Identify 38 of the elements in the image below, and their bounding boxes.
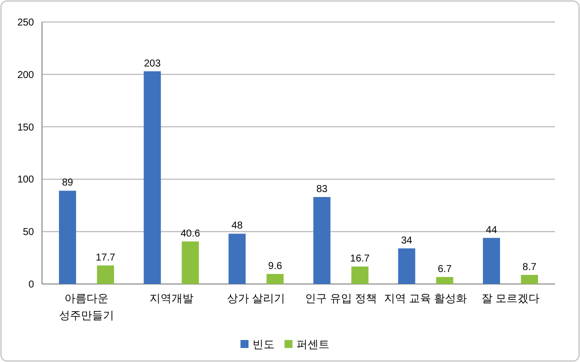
x-tick-label: 인구 유입 정책: [304, 293, 377, 305]
legend-label: 퍼센트: [296, 339, 330, 351]
y-tick-label: 150: [17, 122, 34, 134]
x-tick-label: 지역 교육 활성화: [384, 293, 468, 305]
x-tick-label: 잘 모르겠다: [481, 293, 540, 305]
data-label: 34: [401, 235, 413, 246]
data-label: 44: [486, 224, 498, 236]
bar: [482, 238, 500, 284]
x-tick-label: 아름다운 성주만들기: [59, 293, 114, 322]
y-tick-label: 200: [17, 70, 34, 81]
data-label: 9.6: [268, 260, 282, 272]
bar: [351, 266, 368, 284]
data-label: 48: [232, 220, 244, 232]
y-tick-label: 0: [28, 280, 34, 290]
y-tick-label: 250: [17, 18, 34, 28]
legend-label: 빈도: [252, 339, 274, 351]
data-label: 6.7: [438, 264, 452, 275]
bar: [96, 265, 114, 284]
bar: [182, 241, 199, 284]
x-tick-label: 상가 살리기: [227, 293, 286, 305]
bar: [436, 276, 454, 284]
y-tick-label: 100: [17, 174, 34, 186]
bar: [398, 248, 416, 284]
data-label: 17.7: [96, 252, 116, 264]
bar: [58, 190, 76, 284]
x-tick-label: 지역개발: [149, 293, 194, 305]
data-label: 89: [62, 178, 74, 189]
data-label: 16.7: [350, 254, 370, 264]
bar: [144, 71, 161, 284]
bar: [266, 274, 284, 284]
data-label: 8.7: [522, 262, 537, 273]
data-label: 83: [316, 184, 328, 196]
bar: [228, 234, 246, 284]
y-tick-label: 50: [22, 227, 34, 238]
bar: [520, 274, 538, 284]
data-label: 203: [144, 58, 162, 70]
bar: [313, 197, 330, 284]
data-label: 40.6: [180, 228, 200, 240]
